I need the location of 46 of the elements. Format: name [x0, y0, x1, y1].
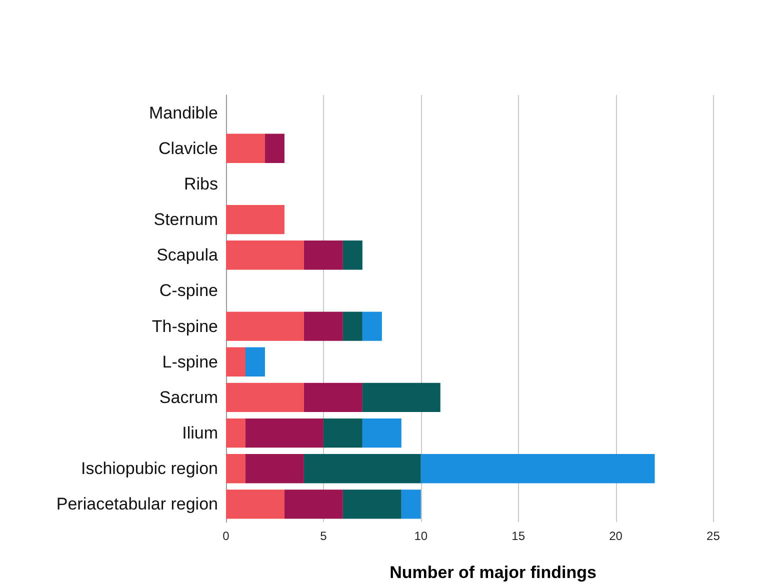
bar	[401, 490, 421, 519]
bar	[304, 312, 343, 341]
y-tick-label: Ilium	[182, 424, 218, 443]
bar	[342, 312, 362, 341]
bar	[226, 382, 304, 412]
bar	[226, 490, 284, 519]
bar	[304, 240, 343, 270]
bar	[226, 204, 284, 234]
bar	[245, 454, 304, 484]
y-tick-label: Ribs	[184, 174, 218, 194]
bar	[226, 134, 265, 163]
bar	[245, 418, 324, 448]
bar	[264, 134, 284, 163]
bar	[342, 490, 402, 519]
bar	[226, 418, 246, 448]
x-axis-title: Number of major findings	[390, 563, 596, 582]
bar	[304, 382, 362, 412]
bar	[304, 454, 421, 484]
bar	[226, 240, 304, 270]
bar	[362, 312, 382, 341]
x-tick-label: 0	[222, 529, 230, 543]
bar	[420, 454, 655, 484]
bar	[245, 347, 265, 376]
bar	[362, 418, 402, 448]
x-tick-label: 10	[414, 529, 428, 543]
y-tick-label: Mandible	[149, 103, 218, 122]
bar	[226, 312, 304, 341]
y-tick-label: Ischiopubic region	[80, 459, 218, 478]
y-tick-label: L-spine	[162, 352, 218, 372]
bar	[323, 418, 362, 448]
bar	[342, 240, 362, 270]
x-tick-label: 25	[706, 529, 720, 543]
bar	[226, 347, 246, 376]
y-tick-label: Periacetabular region	[56, 494, 218, 514]
y-tick-label: Sacrum	[159, 388, 218, 407]
y-tick-label: Sternum	[154, 210, 218, 230]
y-tick-label: C-spine	[159, 281, 218, 300]
x-tick-label: 15	[512, 529, 526, 543]
y-tick-label: Th-spine	[152, 316, 218, 336]
bar	[226, 454, 246, 484]
bar	[362, 382, 440, 412]
y-tick-label: Scapula	[156, 246, 219, 265]
y-tick-label: Clavicle	[158, 138, 218, 158]
bar	[284, 490, 343, 519]
x-tick-label: 20	[609, 529, 623, 543]
x-tick-label: 5	[320, 529, 328, 543]
